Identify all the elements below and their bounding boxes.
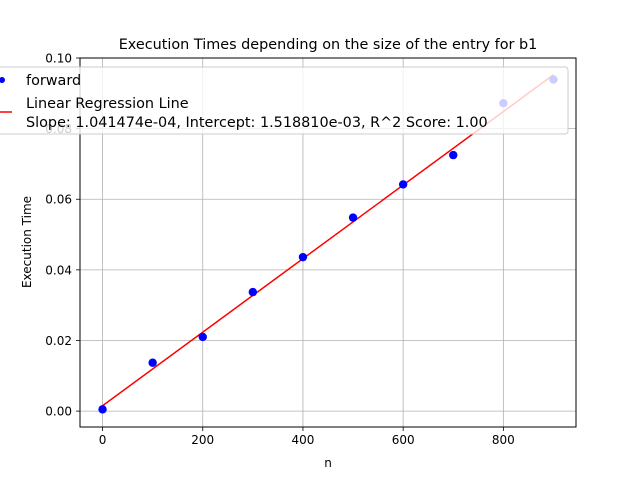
y-tick-label: 0.10 bbox=[45, 52, 72, 66]
data-point bbox=[98, 405, 107, 414]
y-tick-label: 0.02 bbox=[45, 334, 72, 348]
x-tick-label: 800 bbox=[492, 433, 515, 447]
y-tick-label: 0.06 bbox=[45, 193, 72, 207]
data-point bbox=[248, 287, 258, 297]
x-tick-label: 0 bbox=[99, 433, 107, 447]
data-point bbox=[148, 358, 157, 367]
legend-regression-label: Linear Regression Line bbox=[26, 96, 189, 112]
legend-forward-label: forward bbox=[26, 73, 81, 89]
y-axis-label: Execution Time bbox=[20, 196, 34, 288]
x-tick-label: 600 bbox=[392, 433, 415, 447]
x-axis-label: n bbox=[324, 456, 332, 470]
y-tick-label: 0.04 bbox=[45, 263, 72, 277]
legend-regression-stats: Slope: 1.041474e-04, Intercept: 1.518810… bbox=[26, 115, 488, 131]
data-point bbox=[398, 180, 408, 189]
x-tick-label: 400 bbox=[291, 433, 314, 447]
data-point bbox=[449, 150, 458, 160]
legend-box bbox=[0, 66, 569, 135]
data-point bbox=[298, 252, 308, 262]
data-point bbox=[348, 213, 358, 222]
y-tick-label: 0.00 bbox=[45, 405, 72, 419]
legend: forward Linear Regression Line Slope: 1.… bbox=[0, 66, 569, 135]
legend-forward-marker bbox=[0, 77, 5, 83]
x-axis-ticks: 0 200 400 600 800 bbox=[99, 427, 515, 447]
data-point bbox=[198, 332, 207, 342]
chart-title: Execution Times depending on the size of… bbox=[119, 37, 538, 53]
x-tick-label: 200 bbox=[191, 433, 214, 447]
plot-area-frame bbox=[79, 57, 577, 428]
